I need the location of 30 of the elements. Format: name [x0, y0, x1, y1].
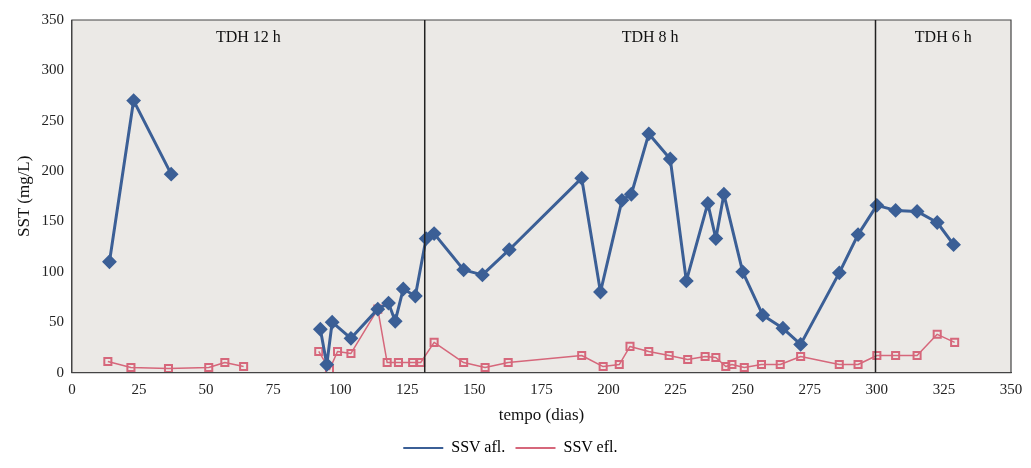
x-tick-label: 225: [664, 380, 687, 397]
y-tick-label: 0: [56, 363, 64, 380]
y-tick-label: 50: [48, 313, 64, 330]
x-tick-label: 75: [265, 380, 281, 397]
y-axis-title: SST (mg/L): [13, 155, 33, 237]
y-tick-label: 350: [41, 10, 64, 27]
x-tick-label: 50: [198, 380, 214, 397]
y-tick-label: 200: [41, 162, 64, 179]
x-tick-label: 300: [865, 380, 889, 397]
x-tick-label: 275: [798, 380, 822, 397]
annotation: TDH 12 h: [215, 28, 281, 46]
legend-label: SSV efl.: [563, 438, 618, 456]
annotation: TDH 6 h: [914, 28, 972, 46]
x-tick-label: 200: [597, 380, 620, 397]
x-tick-label: 250: [731, 380, 754, 397]
x-tick-label: 350: [999, 380, 1023, 397]
legend-label: SSV afl.: [451, 438, 506, 456]
x-tick-label: 175: [530, 380, 553, 397]
x-tick-label: 125: [396, 380, 419, 397]
x-axis-title: tempo (dias): [498, 405, 585, 425]
x-tick-label: 325: [932, 380, 956, 397]
x-tick-label: 100: [328, 380, 352, 397]
x-tick-label: 150: [463, 380, 486, 397]
annotation: TDH 8 h: [621, 28, 679, 46]
x-tick-label: 25: [131, 380, 147, 397]
y-tick-label: 250: [41, 111, 64, 128]
y-tick-label: 150: [41, 212, 64, 229]
y-tick-label: 300: [41, 61, 64, 78]
x-tick-label: 0: [68, 380, 76, 397]
y-tick-label: 100: [41, 262, 64, 279]
